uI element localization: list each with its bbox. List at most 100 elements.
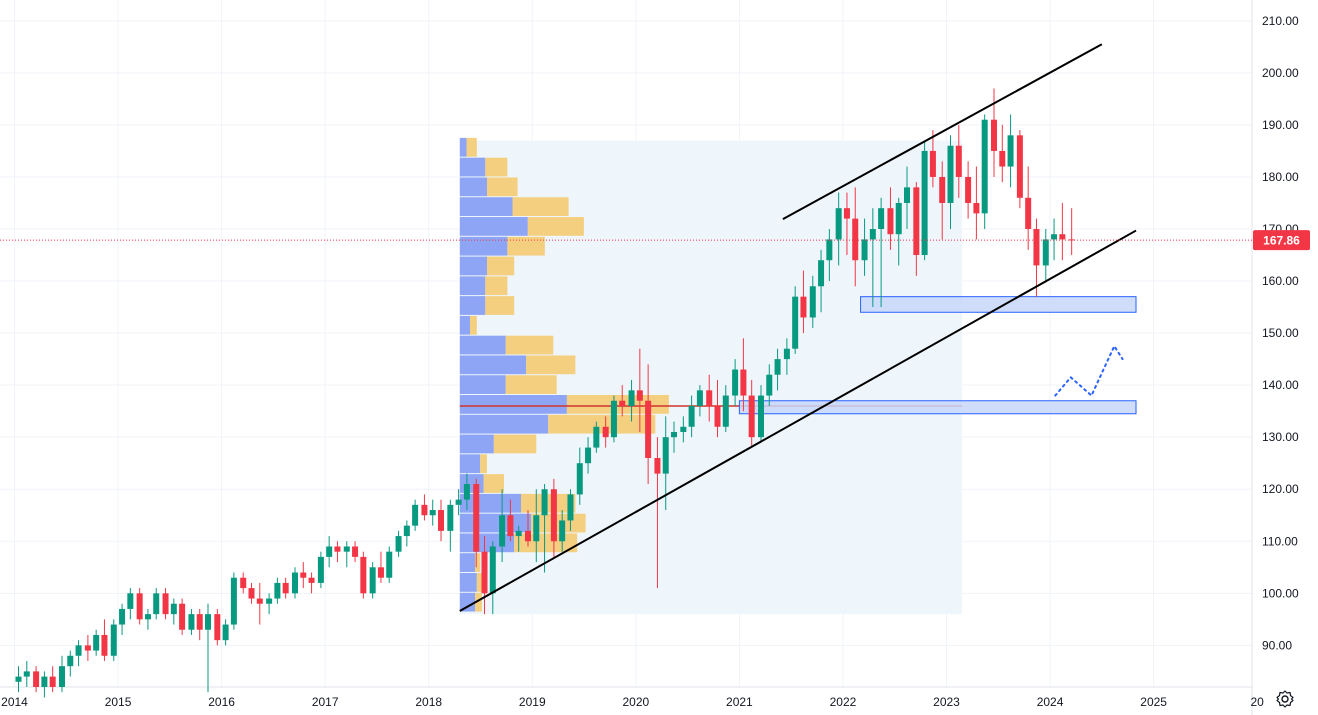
candles [15, 88, 1075, 698]
candle-body [188, 614, 195, 630]
candle-body [49, 676, 56, 687]
candle-body [170, 603, 177, 615]
y-tick-label: 150.00 [1262, 326, 1299, 340]
volume-profile-bar-down [512, 197, 569, 217]
candle-body [438, 510, 445, 531]
x-tick-label: 2024 [1037, 695, 1064, 709]
candle-body [559, 520, 566, 542]
candle-body [67, 655, 74, 667]
volume-profile-bar-up [459, 236, 508, 256]
candle-body [386, 551, 393, 578]
candle-body [662, 437, 669, 474]
candle-body [274, 582, 281, 599]
candle-body [75, 645, 82, 656]
candle-body [282, 582, 289, 594]
candle-body [757, 395, 764, 438]
candle-body [222, 624, 229, 641]
candle-body [110, 624, 117, 656]
volume-profile-bar-up [459, 157, 486, 177]
volume-profile-bar-down [475, 553, 481, 572]
volume-profile-bar-up [459, 256, 487, 276]
candle-body [965, 176, 972, 203]
candle-body [748, 395, 755, 438]
candle-body [939, 176, 946, 203]
candle-body [489, 546, 496, 594]
volume-profile-bar-down [548, 414, 656, 434]
trend-lines [459, 43, 1137, 612]
x-tick-label: 2025 [1140, 695, 1167, 709]
candle-body [196, 614, 203, 630]
y-tick-label: 210.00 [1262, 14, 1299, 28]
candle-body [41, 676, 48, 687]
candle-body [524, 530, 531, 542]
volume-profile-bar-down [520, 493, 576, 513]
candle-body [412, 504, 419, 526]
y-tick-label: 140.00 [1262, 378, 1299, 392]
candle-body [136, 593, 143, 620]
candle-body [23, 671, 30, 677]
candle-body [809, 286, 816, 318]
candle-body [783, 348, 790, 360]
volume-profile-bar-up [459, 592, 476, 612]
volume-profile-bar-down [475, 592, 482, 612]
volume-profile-bar-down [486, 256, 515, 276]
candle-body [455, 499, 462, 505]
candle-body [248, 588, 255, 599]
candle-body [766, 374, 773, 396]
candle-body [533, 515, 540, 542]
current-price-label: 167.86 [1263, 234, 1300, 248]
volume-profile-bar-down [466, 137, 477, 157]
candle-body [619, 400, 626, 406]
current-price-badge-bg [1253, 230, 1310, 251]
volume-profile-bar-up [459, 217, 528, 236]
candle-body [585, 447, 592, 464]
candle-body [300, 572, 307, 578]
candle-body [636, 390, 643, 401]
candle-body [541, 489, 548, 516]
volume-profile-bar-up [459, 315, 470, 335]
candle-body [256, 598, 263, 604]
candle-body [33, 671, 40, 687]
volume-profile-bar-up [459, 553, 476, 572]
candle-body [887, 208, 894, 235]
candle-body [240, 577, 247, 589]
candle-body [706, 390, 713, 406]
candle-body [955, 145, 962, 177]
candle-body [144, 614, 151, 620]
candle-body [973, 202, 980, 214]
candle-body [15, 676, 22, 682]
candle-body [308, 577, 315, 583]
x-tick-label: 2022 [830, 695, 857, 709]
volume-profile-bar-down [483, 474, 504, 493]
y-tick-label: 190.00 [1262, 118, 1299, 132]
gear-icon[interactable] [1274, 688, 1296, 710]
candle-body [352, 546, 359, 557]
candle-body [800, 296, 807, 318]
y-tick-label: 120.00 [1262, 482, 1299, 496]
candle-body [722, 395, 729, 427]
volume-profile-bar-down [531, 513, 586, 533]
candle-body [429, 510, 436, 516]
volume-profile-bar-up [459, 414, 549, 434]
candle-body [861, 239, 868, 261]
candle-body [895, 202, 902, 235]
price-axis[interactable]: 90.00 100.00 110.00 120.00 130.00 140.00 150.0… [1262, 14, 1299, 653]
candle-body [447, 504, 454, 531]
volume-profile-bar-up [459, 197, 513, 217]
volume-profile-bar-down [566, 395, 669, 414]
volume-profile-bar-up [459, 375, 506, 395]
candle-body [740, 369, 747, 396]
y-tick-label: 100.00 [1262, 586, 1299, 600]
support-zone [860, 296, 1137, 313]
candle-body [929, 150, 936, 177]
x-tick-label: 2015 [105, 695, 132, 709]
x-tick-label: 2018 [415, 695, 442, 709]
volume-profile-bar-up [459, 474, 484, 493]
time-axis[interactable]: 2014 2015 2016 2017 2018 2019 2020 2021 2022 2023… [1, 695, 1264, 709]
candle-body [714, 405, 721, 427]
candle-body [403, 525, 410, 537]
volume-profile-bar-down [486, 177, 518, 197]
x-tick-label: 20 [1250, 695, 1264, 709]
candle-body [481, 551, 488, 594]
